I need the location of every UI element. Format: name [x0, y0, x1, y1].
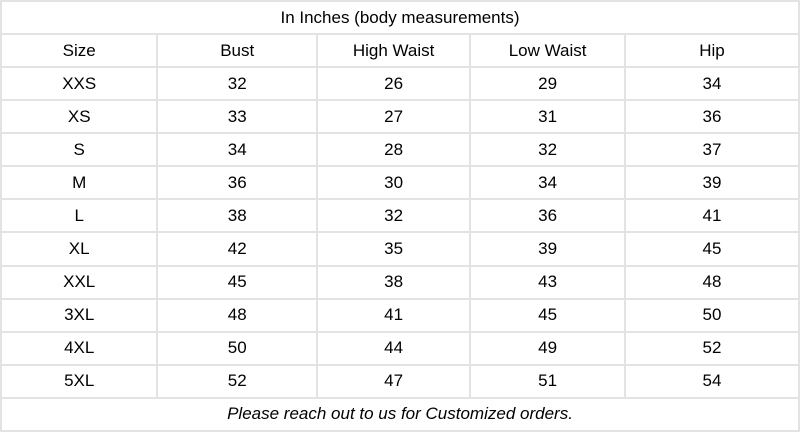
- high-waist-cell: 26: [315, 66, 472, 102]
- bust-cell: 38: [156, 198, 318, 234]
- table-row: M 36 30 34 39: [0, 165, 800, 201]
- high-waist-cell: 41: [315, 297, 472, 333]
- bust-cell: 32: [156, 66, 318, 102]
- hip-cell: 50: [624, 297, 800, 333]
- column-header-size: Size: [0, 33, 159, 69]
- column-header-hip: Hip: [624, 33, 800, 69]
- hip-cell: 36: [624, 99, 800, 135]
- size-cell: XXL: [0, 264, 159, 300]
- table-row: XXS 32 26 29 34: [0, 66, 800, 102]
- table-row: XS 33 27 31 36: [0, 99, 800, 135]
- table-title-row: In Inches (body measurements): [0, 0, 800, 36]
- low-waist-cell: 34: [469, 165, 626, 201]
- bust-cell: 34: [156, 132, 318, 168]
- bust-cell: 52: [156, 363, 318, 399]
- bust-cell: 45: [156, 264, 318, 300]
- high-waist-cell: 32: [315, 198, 472, 234]
- size-cell: M: [0, 165, 159, 201]
- high-waist-cell: 27: [315, 99, 472, 135]
- hip-cell: 52: [624, 330, 800, 366]
- size-cell: XXS: [0, 66, 159, 102]
- column-header-bust: Bust: [156, 33, 318, 69]
- table-row: 4XL 50 44 49 52: [0, 330, 800, 366]
- table-row: XL 42 35 39 45: [0, 231, 800, 267]
- high-waist-cell: 35: [315, 231, 472, 267]
- hip-cell: 34: [624, 66, 800, 102]
- size-cell: L: [0, 198, 159, 234]
- table-footnote: Please reach out to us for Customized or…: [0, 396, 800, 432]
- table-row: S 34 28 32 37: [0, 132, 800, 168]
- size-cell: 5XL: [0, 363, 159, 399]
- bust-cell: 48: [156, 297, 318, 333]
- bust-cell: 50: [156, 330, 318, 366]
- high-waist-cell: 28: [315, 132, 472, 168]
- size-cell: 3XL: [0, 297, 159, 333]
- low-waist-cell: 51: [469, 363, 626, 399]
- size-cell: 4XL: [0, 330, 159, 366]
- size-cell: S: [0, 132, 159, 168]
- hip-cell: 45: [624, 231, 800, 267]
- low-waist-cell: 32: [469, 132, 626, 168]
- low-waist-cell: 29: [469, 66, 626, 102]
- hip-cell: 41: [624, 198, 800, 234]
- high-waist-cell: 38: [315, 264, 472, 300]
- low-waist-cell: 45: [469, 297, 626, 333]
- high-waist-cell: 30: [315, 165, 472, 201]
- table-footer-row: Please reach out to us for Customized or…: [0, 396, 800, 432]
- table-row: XXL 45 38 43 48: [0, 264, 800, 300]
- hip-cell: 37: [624, 132, 800, 168]
- bust-cell: 33: [156, 99, 318, 135]
- table-title: In Inches (body measurements): [0, 0, 800, 36]
- table-row: L 38 32 36 41: [0, 198, 800, 234]
- table-header-row: Size Bust High Waist Low Waist Hip: [0, 33, 800, 69]
- size-cell: XS: [0, 99, 159, 135]
- low-waist-cell: 49: [469, 330, 626, 366]
- size-cell: XL: [0, 231, 159, 267]
- low-waist-cell: 43: [469, 264, 626, 300]
- low-waist-cell: 31: [469, 99, 626, 135]
- hip-cell: 39: [624, 165, 800, 201]
- hip-cell: 54: [624, 363, 800, 399]
- bust-cell: 36: [156, 165, 318, 201]
- bust-cell: 42: [156, 231, 318, 267]
- low-waist-cell: 39: [469, 231, 626, 267]
- table-row: 5XL 52 47 51 54: [0, 363, 800, 399]
- hip-cell: 48: [624, 264, 800, 300]
- high-waist-cell: 47: [315, 363, 472, 399]
- table-row: 3XL 48 41 45 50: [0, 297, 800, 333]
- column-header-high-waist: High Waist: [315, 33, 472, 69]
- high-waist-cell: 44: [315, 330, 472, 366]
- column-header-low-waist: Low Waist: [469, 33, 626, 69]
- low-waist-cell: 36: [469, 198, 626, 234]
